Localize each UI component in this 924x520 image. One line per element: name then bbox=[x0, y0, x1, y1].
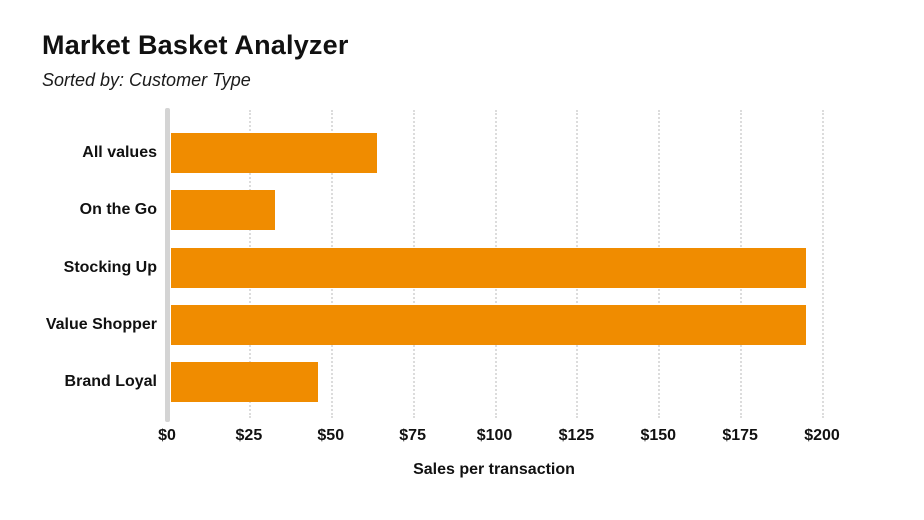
x-tick-label-200: $200 bbox=[804, 427, 840, 444]
sorted-by-subtitle: Sorted by: Customer Type bbox=[42, 70, 251, 90]
x-tick-label-0: $0 bbox=[158, 427, 176, 444]
bar-stocking-up[interactable] bbox=[170, 247, 806, 288]
bar-on-the-go[interactable] bbox=[170, 190, 276, 231]
category-label-on-the-go: On the Go bbox=[79, 201, 157, 219]
category-label-all-values: All values bbox=[82, 143, 157, 161]
bar-brand-loyal[interactable] bbox=[170, 362, 318, 403]
x-tick-label-150: $150 bbox=[640, 427, 677, 444]
x-tick-label-175: $175 bbox=[722, 427, 758, 444]
x-tick-label-50: $50 bbox=[317, 427, 345, 444]
category-label-brand-loyal: Brand Loyal bbox=[64, 373, 157, 391]
x-axis-title: Sales per transaction bbox=[413, 461, 575, 478]
category-label-stocking-up: Stocking Up bbox=[63, 258, 157, 276]
x-tick-label-25: $25 bbox=[235, 427, 263, 444]
x-tick-label-125: $125 bbox=[558, 427, 595, 444]
category-label-value-shopper: Value Shopper bbox=[45, 315, 157, 333]
bar-value-shopper[interactable] bbox=[170, 304, 806, 345]
x-tick-label-75: $75 bbox=[399, 427, 426, 444]
gridline-200 bbox=[822, 110, 824, 418]
x-tick-label-100: $100 bbox=[476, 427, 513, 444]
bar-all-values[interactable] bbox=[170, 132, 377, 173]
page-title: Market Basket Analyzer bbox=[42, 30, 349, 60]
y-axis-line bbox=[165, 108, 170, 422]
